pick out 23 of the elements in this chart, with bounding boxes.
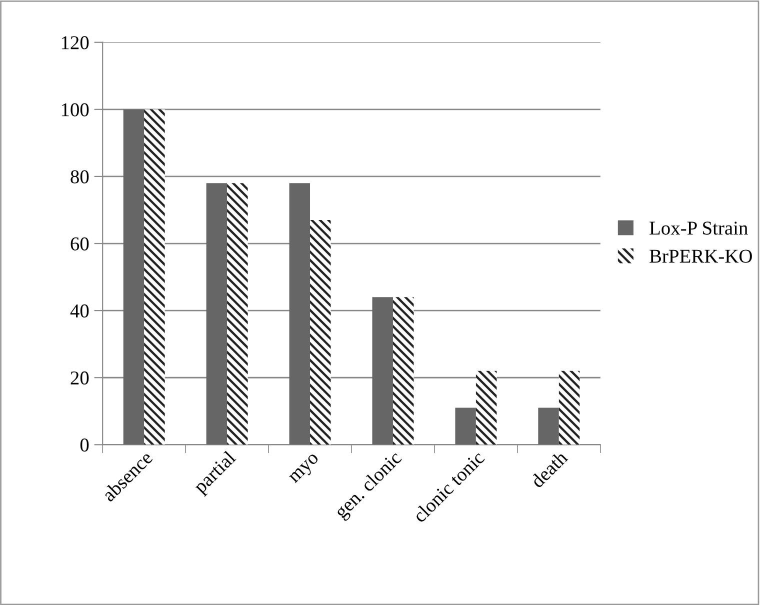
bar [123, 109, 144, 445]
x-tick-label: death [530, 450, 568, 488]
legend-label: Lox-P Strain [650, 222, 748, 235]
bar [558, 370, 580, 445]
y-tick-label: 120 [62, 36, 89, 50]
bar [372, 297, 393, 445]
bar [392, 297, 414, 445]
y-tick-label: 0 [80, 438, 89, 452]
y-tick-label: 20 [70, 371, 89, 385]
bar [144, 109, 165, 445]
bar [289, 183, 310, 445]
y-tick-label: 60 [70, 237, 89, 250]
bar [476, 370, 497, 445]
legend-label: BrPERK-KO [650, 250, 752, 263]
bar [538, 408, 559, 445]
bar [455, 408, 476, 445]
bar [206, 183, 228, 445]
bar [227, 183, 248, 445]
y-tick-label: 100 [62, 103, 89, 116]
y-tick-label: 40 [70, 304, 89, 318]
x-tick-label: myo [288, 453, 322, 486]
y-tick-label: 80 [70, 170, 89, 184]
bar [310, 220, 331, 445]
